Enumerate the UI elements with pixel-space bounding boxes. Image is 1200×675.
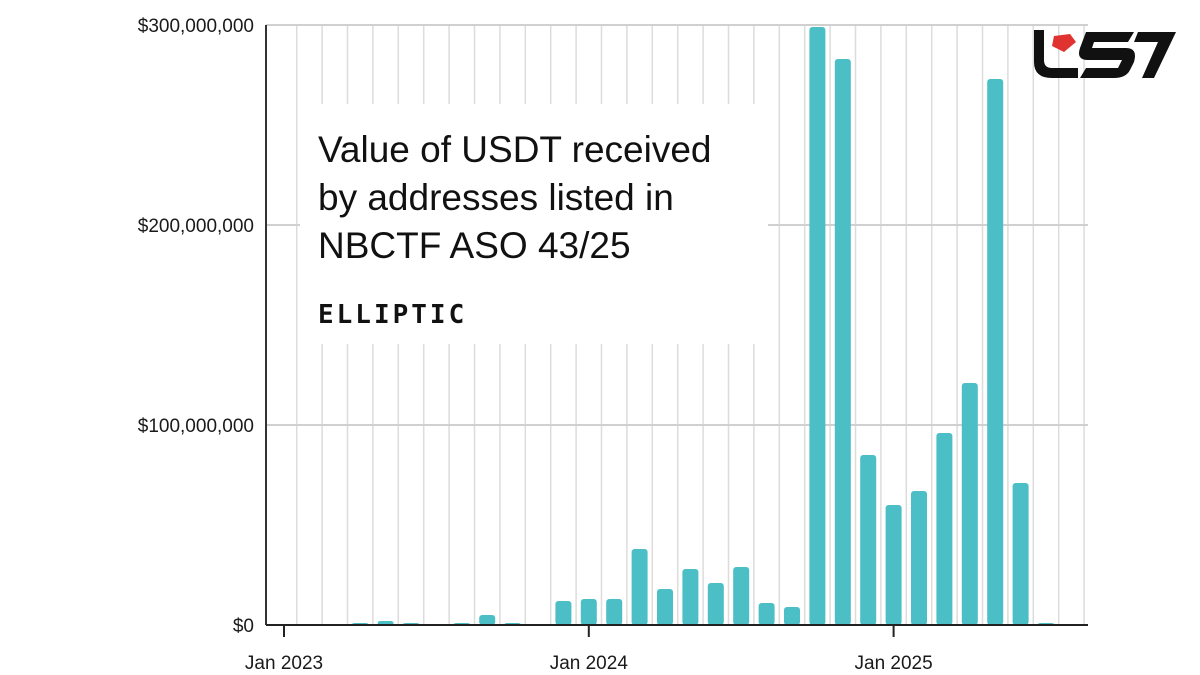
title-box: Value of USDT received by addresses list…	[300, 104, 768, 344]
logo-u-shape	[1034, 30, 1078, 78]
data-bar	[479, 615, 496, 625]
data-bar	[834, 59, 851, 625]
chart-title: Value of USDT received by addresses list…	[318, 129, 712, 266]
x-tick-label: Jan 2023	[245, 653, 323, 674]
elliptic-wordmark: ELLIPTIC	[318, 300, 468, 330]
data-bar	[961, 383, 978, 625]
x-tick-label: Jan 2025	[855, 653, 933, 674]
data-bar	[707, 583, 724, 625]
data-bar	[936, 433, 953, 625]
y-tick-label: $200,000,000	[138, 216, 254, 237]
logo-d-shape	[1134, 32, 1176, 78]
data-bar	[682, 569, 699, 625]
data-bar	[758, 603, 775, 625]
data-bar	[580, 599, 597, 625]
data-bar	[809, 27, 826, 625]
data-bar	[860, 455, 877, 625]
usd-logo	[1034, 30, 1176, 78]
data-bar	[911, 491, 927, 625]
logo-red-mark	[1052, 34, 1076, 52]
data-bar	[657, 589, 673, 625]
y-tick-label: $0	[233, 616, 254, 637]
data-bar	[555, 601, 572, 625]
data-bar	[733, 567, 750, 625]
data-bar	[1012, 483, 1029, 625]
y-tick-label: $100,000,000	[138, 416, 254, 437]
data-bar	[606, 599, 623, 625]
data-bar	[987, 79, 1004, 625]
data-bar	[885, 505, 902, 625]
x-tick-label: Jan 2024	[550, 653, 629, 674]
logo-s-shape	[1079, 32, 1135, 78]
y-tick-label: $300,000,000	[138, 16, 254, 37]
data-bar	[784, 607, 800, 625]
data-bar	[631, 549, 648, 625]
